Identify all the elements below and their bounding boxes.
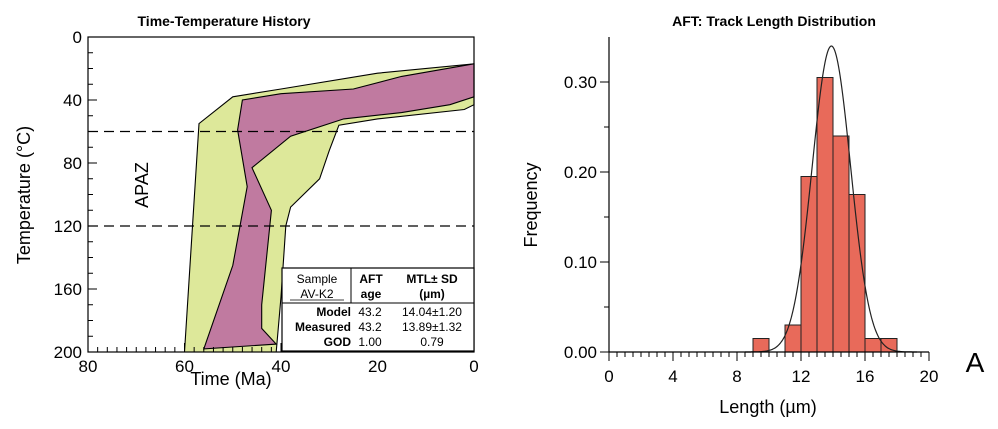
tt-x-tick-label: 20 [368,357,387,376]
table-header-mtl: MTL± SD [406,272,458,286]
table-cell: 43.2 [358,320,382,334]
hist-bar [833,136,849,352]
hist-y-tick-label: 0.00 [564,343,597,362]
panel-label: A [966,347,985,378]
tt-y-tick-label: 40 [63,91,82,110]
hist-y-axis-label: Frequency [521,162,541,247]
hist-chart-title: AFT: Track Length Distribution [672,13,876,29]
hist-x-axis-label: Length (µm) [719,397,816,417]
tt-chart-title: Time-Temperature History [138,13,311,29]
tt-x-tick-label: 0 [469,357,478,376]
time-temperature-chart: Time-Temperature History APAZ 80 60 40 20 00… [14,13,479,389]
table-header-sample: Sample [297,272,338,286]
hist-x-tick-label: 20 [920,367,939,386]
tt-x-tick-label: 40 [272,357,291,376]
apaz-label: APAZ [132,162,152,208]
table-cell: 13.89±1.32 [402,320,462,334]
table-cell: 1.00 [358,335,382,349]
hist-x-tick-label: 4 [668,367,677,386]
hist-bar [865,339,881,353]
hist-y-tick-label: 0.10 [564,253,597,272]
hist-x-tick-label: 16 [856,367,875,386]
table-header-sample-id: AV-K2 [300,287,333,301]
table-cell: 43.2 [358,305,382,319]
hist-bar [881,339,897,353]
tt-y-tick-label: 80 [63,154,82,173]
table-header-aft: AFT [359,272,383,286]
table-row-label: GOD [324,335,352,349]
table-cell: 0.79 [420,335,444,349]
hist-bar [753,339,769,353]
tt-y-tick-label: 0 [73,28,82,47]
hist-bar [817,78,833,353]
hist-bars [753,78,897,353]
table-row-label: Measured [295,320,351,334]
table-cell: 14.04±1.20 [402,305,462,319]
table-row-label: Model [316,305,351,319]
hist-x-tick-label: 8 [732,367,741,386]
tt-y-tick-label: 200 [54,343,82,362]
hist-y-tick-label: 0.30 [564,73,597,92]
tt-y-tick-label: 120 [54,217,82,236]
hist-bar [801,177,817,353]
results-table: Sample AV-K2 AFT age MTL± SD (µm) Model … [282,268,474,351]
tt-x-axis-label: Time (Ma) [190,369,271,389]
track-length-chart: AFT: Track Length Distribution 0 4 8 12 16 20… [521,13,938,417]
table-header-age: age [361,287,382,301]
table-header-unit: (µm) [419,287,445,301]
hist-x-tick-label: 0 [604,367,613,386]
tt-y-axis-label: Temperature (°C) [14,126,34,264]
hist-y-tick-label: 0.20 [564,163,597,182]
tt-y-tick-label: 160 [54,280,82,299]
hist-x-tick-label: 12 [792,367,811,386]
hist-axes: 0 4 8 12 16 20 0.00 0.10 0.20 0.30 [564,37,939,386]
